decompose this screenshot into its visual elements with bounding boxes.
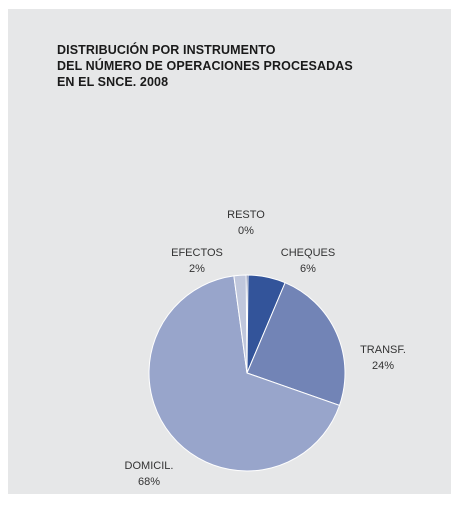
slice-label-domicil-name: DOMICIL. bbox=[125, 460, 174, 472]
slice-label-domicil-value: 68% bbox=[138, 476, 160, 488]
chart-title-line-1: DISTRIBUCIÓN POR INSTRUMENTO bbox=[57, 43, 276, 57]
slice-label-cheques-name: CHEQUES bbox=[281, 247, 335, 259]
pie-slice-transf bbox=[246, 282, 346, 407]
slice-label-transf-value: 24% bbox=[372, 360, 394, 372]
slice-label-resto-name: RESTO bbox=[227, 209, 265, 221]
slice-label-resto-value: 0% bbox=[238, 225, 254, 237]
pie-slice-domicil bbox=[148, 275, 341, 472]
chart-title: DISTRIBUCIÓN POR INSTRUMENTO DEL NÚMERO … bbox=[57, 42, 437, 90]
slice-label-efectos-name: EFECTOS bbox=[171, 247, 223, 259]
chart-title-line-3: EN EL SNCE. 2008 bbox=[57, 75, 169, 89]
slice-label-cheques-value: 6% bbox=[300, 263, 316, 275]
chart-title-line-2: DEL NÚMERO DE OPERACIONES PROCESADAS bbox=[57, 59, 353, 73]
slice-label-transf-name: TRANSF. bbox=[360, 344, 406, 356]
slice-label-efectos-value: 2% bbox=[189, 263, 205, 275]
pie-slice-efectos bbox=[233, 274, 248, 374]
